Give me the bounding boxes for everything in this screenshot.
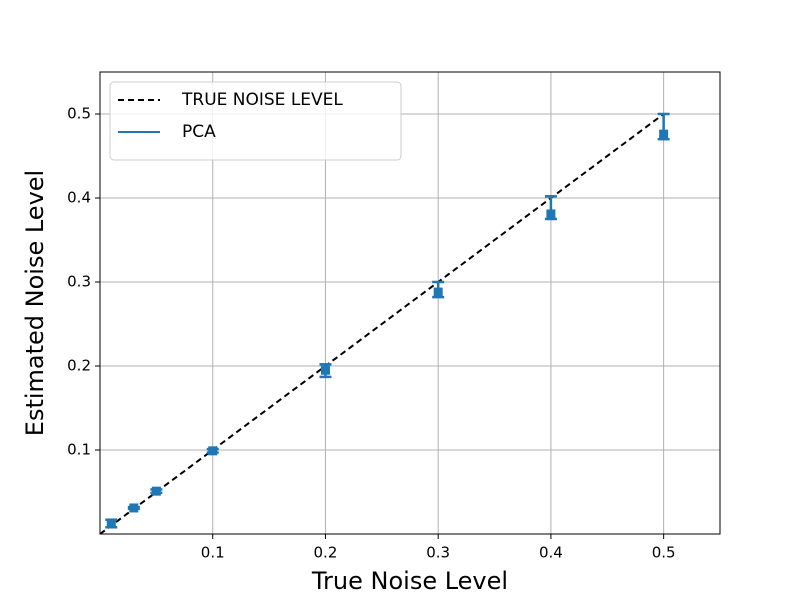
marker — [151, 486, 161, 496]
y-tick-label: 0.1 — [67, 441, 91, 459]
x-axis-label: True Noise Level — [311, 567, 508, 595]
y-tick-label: 0.4 — [67, 189, 91, 207]
reference-line — [99, 113, 665, 535]
legend-label: TRUE NOISE LEVEL — [181, 90, 343, 110]
y-tick-label: 0.5 — [67, 105, 91, 123]
y-tick-label: 0.3 — [67, 273, 91, 291]
y-axis-label: Estimated Noise Level — [21, 170, 49, 436]
marker — [320, 365, 330, 375]
marker — [129, 503, 139, 513]
marker — [659, 129, 669, 139]
x-tick-label: 0.5 — [652, 544, 676, 562]
y-tick-label: 0.2 — [67, 357, 91, 375]
x-tick-label: 0.2 — [314, 544, 338, 562]
axes-frame — [99, 71, 721, 535]
legend: TRUE NOISE LEVEL PCA — [109, 81, 402, 161]
marker — [546, 209, 556, 219]
x-tick-label: 0.1 — [201, 544, 225, 562]
marker — [433, 287, 443, 297]
plot-area — [99, 112, 670, 535]
legend-label: PCA — [182, 122, 216, 142]
x-tick-label: 0.3 — [426, 544, 450, 562]
legend-box — [109, 81, 402, 161]
marker — [106, 519, 116, 529]
grid — [100, 72, 720, 534]
x-tick-label: 0.4 — [539, 544, 563, 562]
marker — [208, 446, 218, 456]
